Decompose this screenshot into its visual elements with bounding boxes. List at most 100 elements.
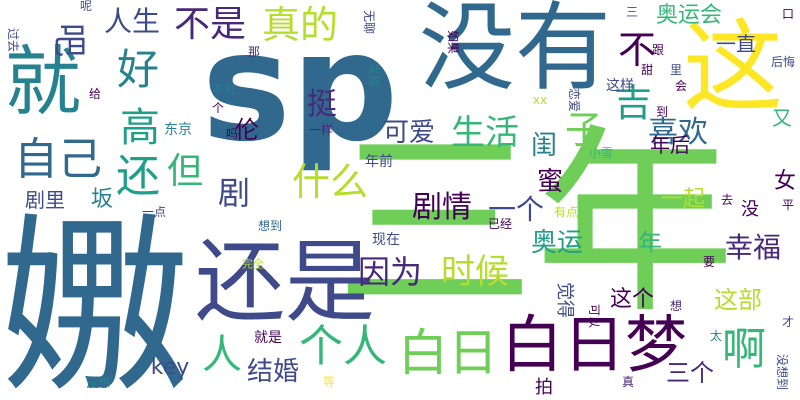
word-bai-ri-meng: 白日梦	[500, 308, 688, 381]
word-jiu: 就	[5, 37, 81, 126]
word-mei: 没	[741, 199, 759, 220]
word-bu-shi: 不是	[173, 4, 247, 45]
word-yin-wei: 因为	[357, 253, 423, 291]
word-ju-qing: 剧情	[412, 190, 472, 225]
word-xian: 嫐	[0, 197, 191, 400]
word-ren: 人	[202, 332, 242, 378]
word-yi-jing: 已经	[487, 217, 513, 231]
word-pai: 拍	[535, 377, 553, 398]
word-shen-me: 什么	[291, 160, 369, 204]
word-you-dian: 有点	[553, 205, 579, 219]
word-dao: 到	[655, 105, 669, 119]
word-bu-ke: 不可	[211, 83, 237, 97]
word-xing-fu: 幸福	[724, 231, 782, 264]
word-gui: 闺	[530, 131, 558, 161]
word-you: 又	[772, 106, 792, 130]
word-tai: 太	[709, 329, 723, 343]
word-ao-yun-hui: 奥运会	[655, 3, 723, 28]
word-fa-xian: 发现	[367, 62, 381, 88]
word-jie-hun: 结婚	[246, 357, 300, 387]
word-mei-xiang: 没想	[85, 376, 111, 390]
word-zi: 子	[564, 108, 604, 152]
word-sheng-huo: 生活	[451, 113, 519, 153]
word-gei: 给	[88, 87, 102, 101]
word-ke-ai: 可爱	[382, 118, 436, 148]
word-yi-yang: 一样	[308, 123, 334, 137]
word-ne: 呢	[79, 0, 93, 13]
word-ge-ren: 个人	[299, 321, 387, 372]
word-yi-ge: 一个	[487, 193, 545, 226]
word-bai-ri: 白日	[398, 324, 498, 382]
word-mi: 蜜	[536, 167, 564, 197]
word-xi-huan: 喜欢	[648, 115, 708, 150]
word-wan-quan: 完全	[242, 257, 264, 271]
word-ru-guo: 如果	[446, 29, 460, 55]
word-ji: 吉	[613, 81, 653, 125]
word-wu-liao: 无聊	[362, 9, 376, 35]
word-yao: 要	[702, 255, 716, 269]
word-mei-you: 没有	[419, 0, 611, 104]
word-lian-ai: 恋爱	[567, 87, 581, 113]
word-nian: 年	[638, 229, 662, 257]
word-cai: 才	[781, 315, 795, 329]
word-zi-ji: 自己	[14, 134, 102, 185]
word-tian: 甜	[640, 63, 654, 77]
word-ba: 吧	[49, 23, 89, 57]
word-san-nian: 三年	[334, 108, 736, 341]
word-ping: 平	[781, 198, 795, 212]
word-xian-zai: 现在	[372, 232, 400, 248]
word-lun: 伦	[235, 116, 259, 144]
word-dong-jing: 东京	[164, 122, 192, 138]
word-gao: 高	[120, 105, 160, 151]
word-na: 那	[247, 45, 261, 59]
word-sp: sp	[201, 1, 399, 175]
word-ge: 个	[211, 101, 225, 115]
word-gen: 跟	[651, 43, 665, 57]
word-deng: 等	[322, 375, 336, 389]
word-xiao-xue: 小雪	[588, 146, 614, 160]
word-xiang-dao: 想到	[257, 219, 283, 233]
word-xx: xx	[532, 93, 548, 107]
word-ban: 坂	[90, 187, 114, 212]
word-zhen: 真	[621, 375, 635, 389]
word-nv: 女	[773, 169, 797, 194]
word-jiu-shi: 就是	[254, 330, 282, 346]
word-ma: 吗	[225, 127, 239, 141]
word-mei-xiang-dao: 没想到	[775, 353, 789, 391]
word-hou-hui: 后悔	[770, 55, 796, 69]
word-ao-yun: 奥运	[530, 228, 584, 258]
word-guo-qu: 过去	[6, 27, 20, 53]
word-ju: 剧	[217, 174, 251, 212]
word-shi-hou: 时候	[441, 252, 509, 292]
word-yi-qi: 一起	[660, 187, 706, 212]
word-san: 三	[625, 5, 639, 19]
word-li: 里	[669, 63, 683, 77]
word-jue-de: 觉得	[554, 282, 575, 318]
word-zhe-yang: 这样	[606, 78, 634, 94]
word-hao: 好	[116, 45, 160, 94]
word-ren-sheng: 人生	[103, 5, 161, 38]
word-zhen-de: 真的	[261, 3, 339, 47]
word-zhe-bu: 这部	[714, 286, 762, 314]
word-ju-li: 剧里	[25, 188, 65, 212]
word-a: 啊	[722, 324, 766, 375]
word-ting: 挺	[307, 87, 337, 122]
word-yi-zhi: 一直	[716, 32, 756, 56]
word-kou: 口	[781, 7, 795, 21]
word-qu: 去	[720, 193, 734, 207]
word-dan: 但	[166, 151, 204, 192]
word-bu: 不	[617, 28, 657, 72]
word-xiang: 想	[669, 299, 683, 313]
word-nian-qian: 年前	[365, 154, 393, 170]
word-san-ge: 三个	[666, 359, 714, 387]
word-key: key	[150, 355, 190, 380]
word-ke-yi: 可以	[587, 303, 601, 329]
word-zhe-ge: 这个	[609, 287, 655, 312]
word-hai: 还	[116, 151, 160, 202]
word-nian-hou: 年后	[650, 133, 690, 157]
word-hai-shi: 还是	[195, 230, 375, 335]
word-hui: 会	[674, 79, 688, 93]
word-zhe: 这	[683, 9, 783, 126]
word-yi-dian: 一点	[141, 205, 167, 219]
